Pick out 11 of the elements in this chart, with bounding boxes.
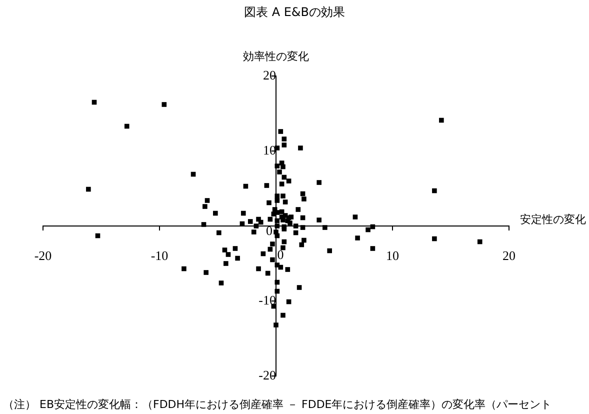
x-tick-label: 20 [502, 248, 516, 264]
y-tick-label: 20 [263, 67, 276, 82]
x-tick-label: -20 [34, 248, 52, 264]
y-tick-label: 0 [266, 223, 272, 238]
y-axis-title: 効率性の変化 [243, 50, 309, 63]
x-axis-title: 安定性の変化 [520, 212, 586, 226]
y-tick-label: -20 [258, 367, 276, 382]
x-tick-label: -10 [150, 248, 168, 264]
x-tick-label: 10 [386, 248, 399, 264]
chart-title: 図表 A E&Bの効果 [244, 5, 346, 20]
text: （注） EB安定性の変化幅：（FDDH年における倒産確率 － FDDE年における倒産確率）の変化率（パーセント [3, 398, 552, 411]
